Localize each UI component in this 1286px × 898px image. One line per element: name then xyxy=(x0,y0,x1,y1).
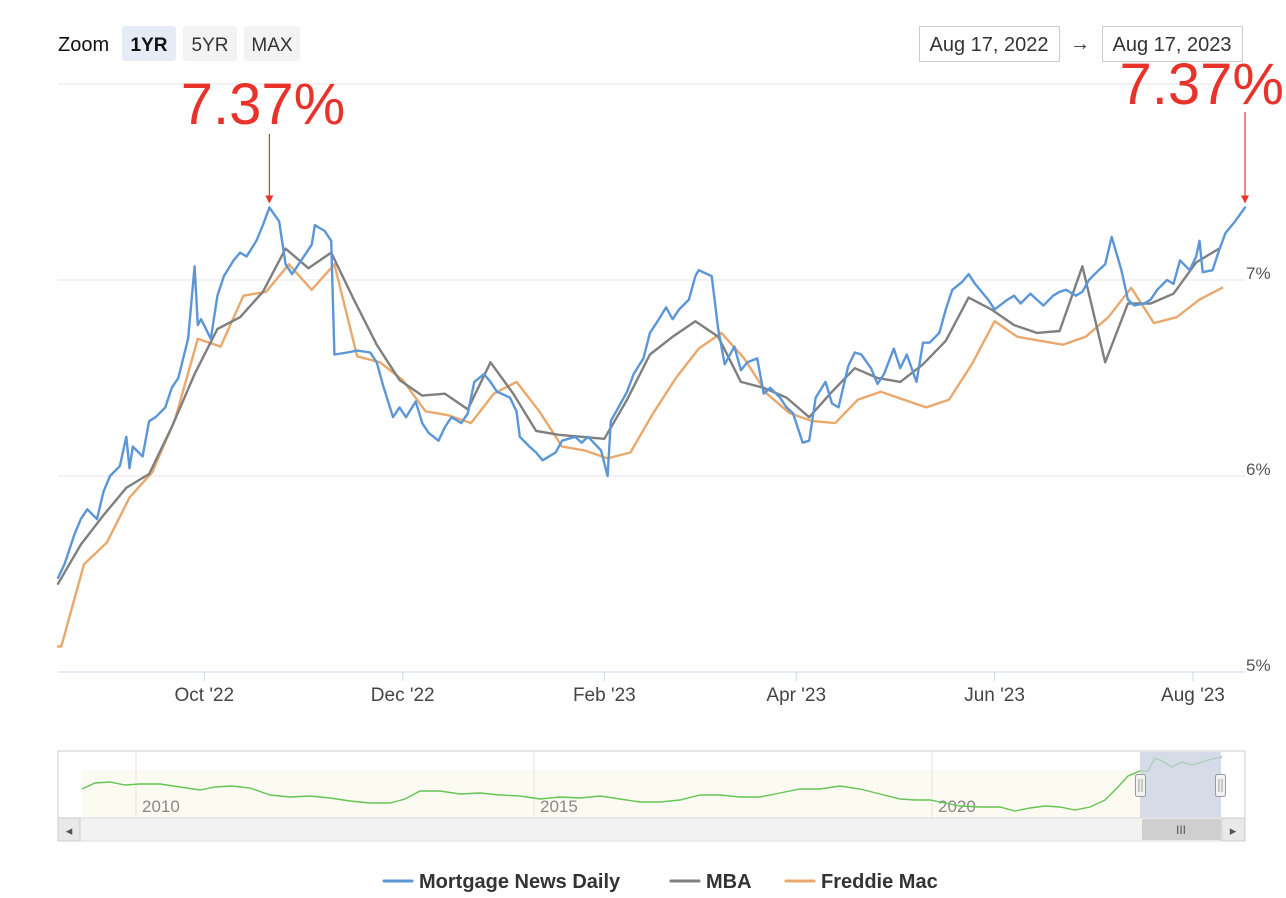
series-layer xyxy=(56,206,1247,648)
y-tick-label-6: 6% xyxy=(1246,460,1271,479)
range-to-text: Aug 17, 2023 xyxy=(1113,34,1232,56)
y-tick-label-7: 7% xyxy=(1246,264,1271,283)
latest-callout: 7.37% xyxy=(1120,52,1284,204)
navigator-tick-2020: 2020 xyxy=(938,797,976,816)
legend-item-mortgage-news-daily[interactable]: Mortgage News Daily xyxy=(382,871,621,893)
peak-callout-arrow-head xyxy=(265,195,274,204)
zoom-label: Zoom xyxy=(58,34,109,56)
navigator-tick-2010: 2010 xyxy=(142,797,180,816)
x-tick-label-0: Oct '22 xyxy=(175,685,235,706)
y-axis: 5% 6% 7% xyxy=(1246,264,1271,675)
scroll-right-icon: ▸ xyxy=(1230,823,1237,838)
scrollbar-right-button[interactable]: ▸ xyxy=(1221,817,1246,842)
navigator-fill xyxy=(82,770,1140,818)
x-tick-label-2: Feb '23 xyxy=(573,685,636,706)
navigator-series-line xyxy=(81,756,1223,812)
x-tick-label-1: Dec '22 xyxy=(371,685,435,706)
legend-label: Mortgage News Daily xyxy=(419,871,621,893)
zoom-button-1yr-label: 1YR xyxy=(131,35,168,56)
zoom-button-1yr[interactable]: 1YR xyxy=(122,26,176,61)
series-line-mortgage-news-daily[interactable] xyxy=(56,206,1247,580)
range-to-input[interactable]: Aug 17, 2023 xyxy=(1102,26,1243,62)
legend-item-freddie-mac[interactable]: Freddie Mac xyxy=(784,871,938,893)
legend-item-mba[interactable]: MBA xyxy=(669,871,752,893)
zoom-button-max-label: MAX xyxy=(251,35,293,56)
y-tick-label-5: 5% xyxy=(1246,656,1271,675)
scrollbar: ◂ III ▸ xyxy=(57,817,1246,842)
scrollbar-thumb[interactable]: III xyxy=(1142,819,1221,840)
navigator-tick-2015: 2015 xyxy=(540,797,578,816)
series-line-mba[interactable] xyxy=(56,247,1221,585)
x-tick-label-3: Apr '23 xyxy=(766,685,826,706)
gridlines xyxy=(58,83,1245,673)
peak-callout-label: 7.37% xyxy=(181,72,345,137)
legend-label: MBA xyxy=(706,871,752,893)
range-from-text: Aug 17, 2022 xyxy=(930,34,1049,56)
latest-callout-label: 7.37% xyxy=(1120,52,1284,117)
zoom-controls: Zoom 1YR 5YR MAX xyxy=(58,26,300,61)
navigator: 2010 2015 2020 xyxy=(57,750,1246,819)
range-from-input[interactable]: Aug 17, 2022 xyxy=(919,26,1060,62)
latest-callout-arrow-head xyxy=(1241,195,1249,204)
scrollbar-grip-icon: III xyxy=(1176,823,1186,837)
scroll-left-icon: ◂ xyxy=(66,823,73,838)
series-line-freddie-mac[interactable] xyxy=(56,263,1224,648)
navigator-handle-right[interactable] xyxy=(1215,774,1226,797)
legend: Mortgage News Daily MBA Freddie Mac xyxy=(382,871,938,893)
navigator-handle-left[interactable] xyxy=(1135,774,1146,797)
zoom-button-max[interactable]: MAX xyxy=(244,26,300,61)
x-axis: Oct '22 Dec '22 Feb '23 Apr '23 Jun '23 Aug '… xyxy=(175,672,1225,706)
peak-callout: 7.37% xyxy=(181,72,345,204)
range-arrow: → xyxy=(1070,33,1090,55)
navigator-selection[interactable] xyxy=(1140,752,1221,818)
zoom-button-5yr[interactable]: 5YR xyxy=(183,26,237,61)
date-range: Aug 17, 2022 → Aug 17, 2023 xyxy=(919,26,1243,62)
scrollbar-track[interactable] xyxy=(57,817,1246,842)
zoom-button-5yr-label: 5YR xyxy=(192,35,229,56)
x-tick-label-5: Aug '23 xyxy=(1161,685,1225,706)
legend-label: Freddie Mac xyxy=(821,871,938,893)
x-tick-label-4: Jun '23 xyxy=(964,685,1025,706)
callouts: 7.37% 7.37% xyxy=(181,52,1284,204)
scrollbar-left-button[interactable]: ◂ xyxy=(57,817,81,842)
